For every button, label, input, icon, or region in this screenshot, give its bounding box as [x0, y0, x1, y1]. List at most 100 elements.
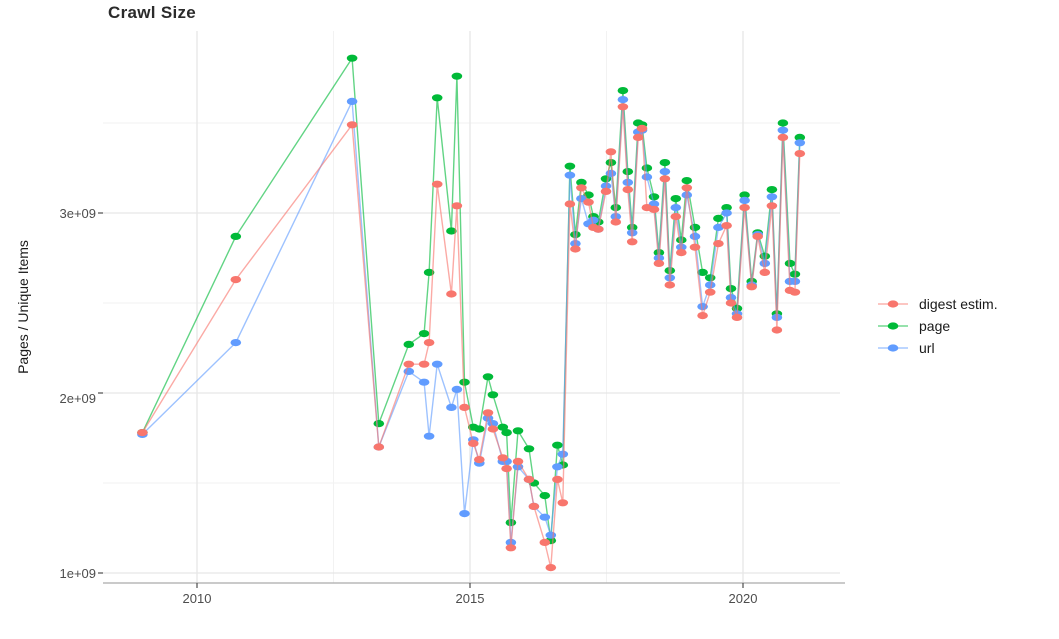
- data-point-digest-estim: [583, 198, 594, 206]
- data-point-digest-estim: [423, 339, 435, 347]
- data-point-url: [721, 209, 732, 217]
- data-point-digest-estim: [482, 409, 494, 417]
- data-point-url: [418, 378, 430, 386]
- data-point-digest-estim: [539, 538, 551, 547]
- data-point-digest-estim: [794, 150, 806, 158]
- data-point-digest-estim: [659, 175, 671, 183]
- data-point-page: [512, 427, 524, 435]
- data-point-digest-estim: [505, 544, 517, 552]
- data-point-url: [431, 360, 443, 368]
- data-point-page: [539, 492, 551, 500]
- grid-major: [103, 31, 840, 583]
- grid-minor: [103, 31, 840, 583]
- data-point-digest-estim: [593, 225, 604, 233]
- data-point-url: [777, 126, 789, 134]
- data-point-url: [459, 509, 470, 518]
- legend-item-page: page: [876, 315, 998, 337]
- series-url: [137, 96, 806, 547]
- data-point-url: [659, 168, 671, 176]
- data-point-url: [713, 223, 724, 231]
- data-point-digest-estim: [681, 184, 693, 192]
- data-point-url: [545, 531, 557, 539]
- data-point-page: [617, 87, 629, 95]
- data-point-digest-estim: [704, 288, 716, 296]
- legend-key-url-icon: [878, 344, 908, 352]
- data-point-page: [446, 227, 457, 235]
- data-point-digest-estim: [474, 456, 485, 464]
- data-point-url: [704, 281, 716, 289]
- data-point-page: [697, 268, 708, 276]
- x-tick-label-2015: 2015: [455, 591, 485, 606]
- legend-label-digest: digest estim.: [919, 296, 998, 312]
- data-point-url: [451, 385, 463, 393]
- data-point-digest-estim: [752, 232, 763, 240]
- data-point-page: [648, 193, 660, 201]
- data-point-digest-estim: [403, 360, 415, 368]
- data-point-digest-estim: [636, 124, 648, 132]
- data-point-page: [670, 195, 682, 203]
- data-point-digest-estim: [446, 290, 457, 298]
- data-point-page: [739, 191, 750, 199]
- data-point-digest-estim: [648, 205, 660, 213]
- data-point-digest-estim: [664, 281, 676, 289]
- data-point-url: [557, 450, 569, 458]
- data-point-page: [459, 378, 470, 386]
- legend-key-page-icon: [878, 322, 908, 330]
- data-point-digest-estim: [777, 133, 789, 141]
- data-point-page: [487, 391, 499, 399]
- data-point-digest-estim: [346, 121, 358, 129]
- y-tick-label-2e09: 2e+09: [59, 391, 96, 406]
- data-point-url: [588, 216, 599, 224]
- data-point-url: [446, 403, 457, 411]
- data-point-page: [418, 330, 430, 338]
- data-point-url: [766, 193, 778, 201]
- data-point-page: [659, 159, 671, 167]
- data-point-page: [497, 423, 509, 431]
- data-point-digest-estim: [451, 202, 463, 210]
- data-point-digest-estim: [617, 103, 629, 111]
- data-point-url: [689, 232, 701, 240]
- data-point-digest-estim: [626, 238, 638, 246]
- data-point-url: [564, 171, 576, 179]
- data-point-page: [482, 373, 494, 381]
- y-axis-title: Pages / Unique Items: [15, 240, 31, 374]
- data-point-digest-estim: [713, 240, 724, 248]
- data-point-digest-estim: [771, 326, 783, 334]
- data-point-digest-estim: [512, 457, 524, 465]
- data-point-digest-estim: [431, 180, 443, 188]
- data-point-digest-estim: [459, 403, 470, 411]
- x-tick-label-2010: 2010: [182, 591, 212, 606]
- data-point-url: [670, 204, 682, 212]
- data-point-page: [564, 162, 576, 170]
- data-point-digest-estim: [570, 245, 581, 253]
- data-point-url: [641, 173, 653, 181]
- data-point-page: [501, 429, 512, 437]
- data-point-digest-estim: [670, 213, 682, 221]
- x-tick-label-2020: 2020: [728, 591, 758, 606]
- y-tick-label-1e09: 1e+09: [59, 566, 96, 581]
- data-point-digest-estim: [487, 425, 499, 433]
- data-point-page: [431, 94, 443, 102]
- data-point-digest-estim: [622, 186, 634, 194]
- data-point-digest-estim: [557, 499, 569, 507]
- data-point-digest-estim: [610, 218, 622, 226]
- data-point-digest-estim: [497, 454, 509, 462]
- data-point-page: [552, 441, 563, 449]
- data-point-digest-estim: [545, 564, 557, 572]
- data-point-page: [721, 204, 732, 212]
- data-point-url: [739, 196, 750, 204]
- data-point-page: [777, 119, 789, 127]
- data-point-digest-estim: [653, 259, 665, 267]
- data-point-digest-estim: [373, 443, 385, 451]
- data-point-url: [617, 96, 629, 104]
- data-point-digest-estim: [789, 288, 801, 296]
- data-point-digest-estim: [725, 299, 737, 307]
- data-point-page: [373, 420, 385, 428]
- data-point-page: [794, 133, 806, 141]
- data-point-page: [474, 425, 485, 433]
- data-point-digest-estim: [230, 276, 242, 284]
- data-point-url: [423, 432, 435, 440]
- data-point-digest-estim: [501, 465, 512, 473]
